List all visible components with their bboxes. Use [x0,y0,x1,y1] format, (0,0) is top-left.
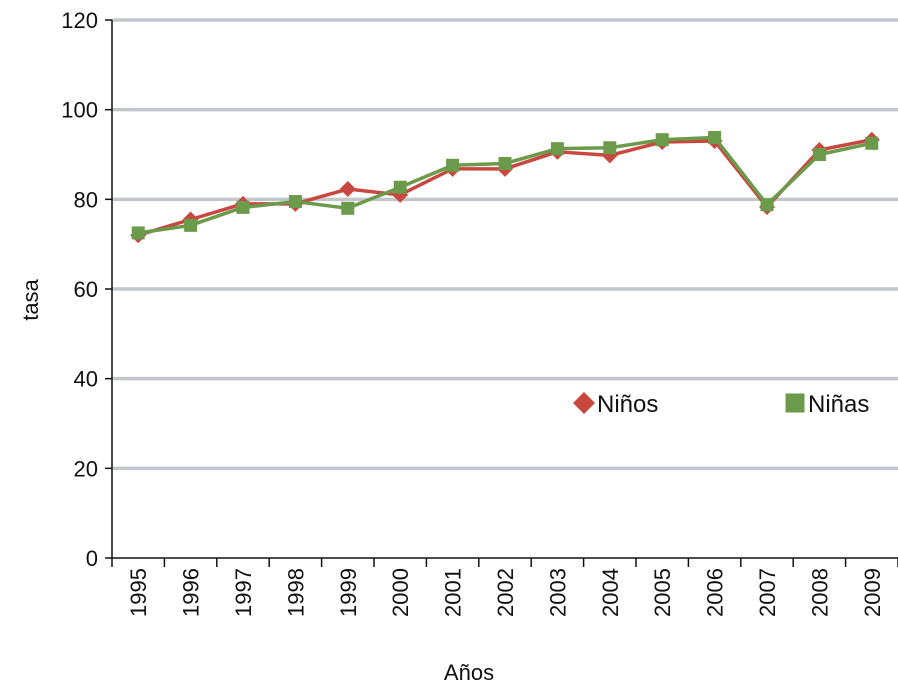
y-tick-label: 100 [61,98,98,123]
series-ninas [132,131,879,239]
gridlines [112,20,898,468]
y-axis: 0 20 40 60 80 100 120 [61,8,112,571]
series-line-ninas [138,137,872,232]
y-tick-label: 0 [86,546,98,571]
legend: Niños Niñas [573,391,869,418]
y-tick-label: 80 [74,187,98,212]
x-tick-label: 2001 [441,568,466,617]
data-point-ninas [132,226,145,239]
data-point-ninos [340,181,356,197]
data-point-ninas [499,157,512,170]
x-tick-label: 2004 [598,568,623,617]
series-layer [130,131,880,243]
x-tick-label: 2007 [755,568,780,617]
data-point-ninas [289,195,302,208]
x-tick-label: 1996 [179,568,204,617]
legend-label-ninas: Niñas [808,391,869,418]
x-axis: 1995 1996 1997 1998 1999 2000 2001 2002 2003 2004… [112,558,898,617]
data-point-ninas [394,181,407,194]
data-point-ninas [446,159,459,172]
x-tick-label: 1997 [231,568,256,617]
x-tick-label: 1999 [336,568,361,617]
data-point-ninas [708,131,721,144]
x-tick-label: 2009 [860,568,885,617]
x-tick-label: 1995 [126,568,151,617]
legend-marker-ninos [573,392,595,414]
x-tick-label: 2000 [388,568,413,617]
data-point-ninas [603,141,616,154]
data-point-ninas [341,202,354,215]
data-point-ninas [551,142,564,155]
data-point-ninas [656,133,669,146]
y-tick-label: 40 [74,367,98,392]
legend-marker-ninas [786,394,805,413]
y-axis-title: tasa [18,278,43,320]
data-point-ninas [865,137,878,150]
x-tick-label: 2003 [545,568,570,617]
x-tick-label: 2002 [493,568,518,617]
data-point-ninas [237,201,250,214]
series-line-ninos [138,140,872,235]
x-axis-title: Años [444,660,494,685]
data-point-ninas [761,198,774,211]
y-tick-label: 20 [74,456,98,481]
x-tick-label: 2005 [650,568,675,617]
data-point-ninas [813,148,826,161]
legend-label-ninos: Niños [597,391,658,418]
y-tick-label: 120 [61,8,98,33]
x-tick-label: 1998 [283,568,308,617]
x-tick-label: 2006 [703,568,728,617]
y-tick-label: 60 [74,277,98,302]
series-ninos [130,132,880,243]
x-tick-label: 2008 [807,568,832,617]
data-point-ninas [184,219,197,232]
